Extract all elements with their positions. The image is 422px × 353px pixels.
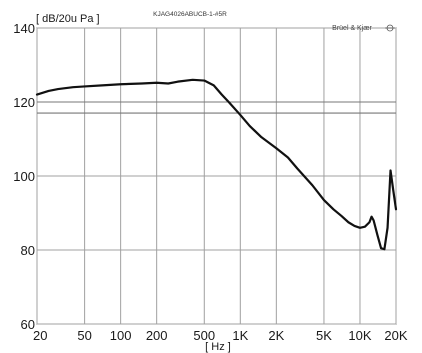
y-tick-label: 80 — [21, 243, 35, 258]
x-tick-label: 2K — [268, 328, 284, 343]
y-tick-label: 120 — [13, 95, 35, 110]
x-axis-label: [ Hz ] — [205, 341, 231, 353]
y-tick-label: 100 — [13, 169, 35, 184]
brand-logo-text: Brüel & Kjær — [332, 25, 372, 32]
x-tick-label: 20 — [33, 328, 47, 343]
x-tick-label: 5K — [316, 328, 332, 343]
reference-lines — [37, 101, 396, 114]
x-tick-label: 50 — [77, 328, 91, 343]
chart-title: KJAG4026ABUCB-1-#5R — [153, 11, 227, 18]
y-tick-label: 140 — [13, 21, 35, 36]
x-tick-label: 1K — [232, 328, 248, 343]
response-curve — [35, 78, 398, 251]
x-tick-labels: 20 50 100 200 500 1K 2K 5K 10K 20K — [33, 328, 408, 343]
series-group — [35, 78, 398, 251]
y-tick-label: 60 — [21, 317, 35, 332]
x-tick-label: 10K — [348, 328, 371, 343]
x-tick-label: 200 — [146, 328, 168, 343]
brand-logo-icon — [385, 24, 395, 32]
y-tick-labels: 60 80 100 120 140 — [13, 21, 35, 332]
y-axis-label: [ dB/20u Pa ] — [36, 13, 100, 25]
x-tick-label: 20K — [384, 328, 407, 343]
x-tick-label: 500 — [193, 328, 215, 343]
x-tick-label: 100 — [110, 328, 132, 343]
